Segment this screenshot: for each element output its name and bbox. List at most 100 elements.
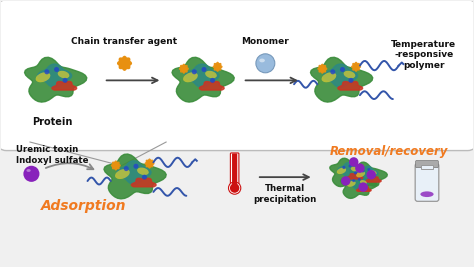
Ellipse shape [114, 160, 118, 167]
Ellipse shape [114, 162, 120, 167]
FancyBboxPatch shape [230, 153, 239, 189]
Polygon shape [185, 64, 219, 87]
Ellipse shape [259, 58, 265, 62]
Ellipse shape [356, 171, 365, 177]
FancyBboxPatch shape [0, 0, 474, 151]
Circle shape [330, 69, 335, 74]
Ellipse shape [321, 72, 336, 82]
Ellipse shape [145, 162, 152, 166]
Ellipse shape [320, 65, 326, 70]
Circle shape [120, 59, 129, 68]
Ellipse shape [319, 67, 324, 73]
Ellipse shape [351, 65, 358, 69]
Ellipse shape [112, 162, 118, 167]
Ellipse shape [352, 63, 358, 69]
Polygon shape [366, 177, 381, 182]
Circle shape [355, 163, 365, 173]
Ellipse shape [344, 71, 356, 78]
Circle shape [349, 157, 358, 167]
Ellipse shape [216, 65, 219, 72]
Ellipse shape [182, 65, 188, 70]
Polygon shape [131, 178, 156, 187]
FancyBboxPatch shape [416, 160, 438, 168]
Ellipse shape [118, 57, 127, 66]
Text: Protein: Protein [33, 117, 73, 127]
Ellipse shape [370, 170, 377, 175]
Text: Uremic toxin
Indoxyl sulfate: Uremic toxin Indoxyl sulfate [16, 145, 88, 165]
Ellipse shape [137, 168, 149, 175]
Ellipse shape [214, 65, 219, 71]
Text: Adsorption: Adsorption [41, 199, 126, 213]
Ellipse shape [36, 72, 50, 82]
Ellipse shape [114, 164, 120, 169]
Circle shape [215, 64, 220, 69]
Ellipse shape [320, 67, 328, 71]
Polygon shape [117, 161, 151, 184]
Text: Temperature
-responsive
polymer: Temperature -responsive polymer [391, 40, 456, 70]
Ellipse shape [111, 163, 118, 167]
Ellipse shape [320, 64, 324, 71]
Polygon shape [347, 174, 363, 179]
Circle shape [54, 67, 59, 72]
Ellipse shape [360, 180, 367, 184]
Ellipse shape [114, 163, 118, 171]
Ellipse shape [117, 60, 128, 66]
Circle shape [353, 64, 359, 69]
Text: Removal/recovery: Removal/recovery [330, 145, 448, 158]
Circle shape [342, 166, 346, 169]
Ellipse shape [180, 67, 186, 73]
Polygon shape [356, 186, 371, 191]
Circle shape [228, 182, 241, 194]
Text: Thermal
precipitation: Thermal precipitation [254, 184, 317, 204]
Circle shape [210, 78, 215, 83]
Polygon shape [338, 81, 363, 90]
Circle shape [348, 78, 354, 83]
Ellipse shape [180, 65, 186, 70]
Polygon shape [338, 163, 360, 177]
Circle shape [348, 164, 352, 168]
Ellipse shape [319, 65, 324, 70]
Ellipse shape [320, 67, 324, 74]
Polygon shape [348, 176, 368, 190]
Polygon shape [310, 57, 373, 102]
Ellipse shape [216, 65, 221, 71]
Circle shape [352, 179, 355, 182]
Ellipse shape [354, 62, 358, 69]
Ellipse shape [317, 67, 324, 71]
Circle shape [181, 66, 187, 72]
Polygon shape [330, 158, 369, 187]
Ellipse shape [122, 60, 132, 66]
Ellipse shape [355, 63, 360, 69]
Ellipse shape [351, 167, 358, 172]
Polygon shape [357, 166, 378, 180]
Ellipse shape [114, 163, 121, 167]
Ellipse shape [147, 162, 152, 168]
Ellipse shape [212, 65, 219, 69]
Text: Monomer: Monomer [241, 37, 289, 46]
Ellipse shape [214, 63, 219, 69]
FancyBboxPatch shape [415, 163, 439, 201]
Circle shape [256, 54, 275, 73]
Ellipse shape [347, 181, 356, 187]
Circle shape [113, 163, 118, 168]
Circle shape [340, 67, 345, 72]
Circle shape [192, 69, 197, 74]
Ellipse shape [354, 65, 361, 69]
Ellipse shape [182, 67, 186, 74]
Circle shape [201, 67, 207, 72]
Ellipse shape [148, 162, 154, 167]
Ellipse shape [216, 63, 221, 69]
Circle shape [361, 170, 365, 172]
Ellipse shape [112, 164, 118, 169]
Circle shape [23, 166, 39, 182]
Ellipse shape [355, 65, 360, 71]
Polygon shape [341, 172, 377, 198]
Circle shape [367, 168, 370, 171]
Ellipse shape [420, 191, 434, 197]
Ellipse shape [182, 67, 189, 71]
Ellipse shape [121, 60, 128, 71]
Circle shape [363, 184, 366, 187]
Circle shape [63, 78, 68, 83]
Ellipse shape [216, 62, 219, 69]
Ellipse shape [182, 64, 186, 71]
